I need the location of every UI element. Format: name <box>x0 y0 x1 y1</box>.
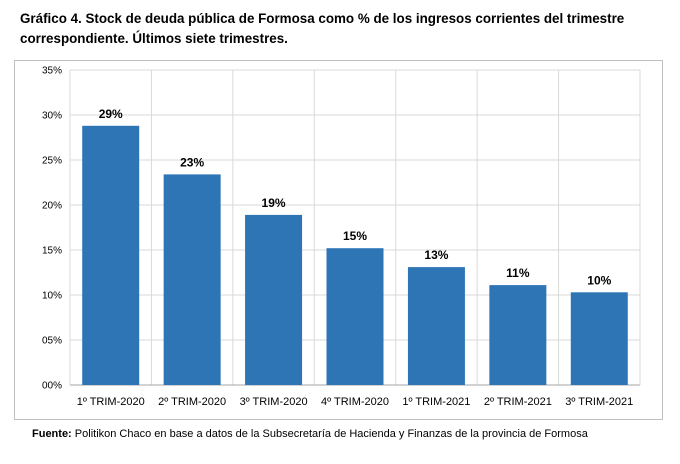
chart-title: Gráfico 4. Stock de deuda pública de For… <box>20 11 625 46</box>
bar-2 <box>245 214 303 385</box>
y-tick-label-3: 15% <box>42 246 62 257</box>
data-label-3: 15% <box>343 229 367 243</box>
source-note: Fuente: Politikon Chaco en base a datos … <box>32 428 588 440</box>
y-tick-label-0: 00% <box>42 381 62 392</box>
data-label-4: 13% <box>424 248 448 262</box>
x-tick-label-0: 1º TRIM-2020 <box>77 396 145 408</box>
bars <box>82 125 628 386</box>
x-axis-tick-labels: 1º TRIM-2020 2º TRIM-2020 3º TRIM-2020 4º T… <box>77 396 634 408</box>
source-label: Fuente: <box>32 428 72 440</box>
y-tick-label-1: 05% <box>42 336 62 347</box>
bar-3 <box>326 248 384 385</box>
data-label-1: 23% <box>180 155 204 169</box>
chart-frame <box>14 60 663 420</box>
y-tick-label-4: 20% <box>42 201 62 212</box>
bar-1 <box>163 174 221 385</box>
x-tick-label-5: 2º TRIM-2021 <box>484 396 552 408</box>
x-tick-label-2: 3º TRIM-2020 <box>240 396 308 408</box>
x-tick-label-3: 4º TRIM-2020 <box>321 396 389 408</box>
y-tick-label-2: 10% <box>42 291 62 302</box>
data-labels: 29% 23% 19% 15% 13% 11% 10% <box>99 107 612 287</box>
y-tick-label-6: 30% <box>42 111 62 122</box>
y-axis-tick-labels: 00% 05% 10% 15% 20% 25% 30% 35% <box>42 66 62 392</box>
x-tick-label-6: 3º TRIM-2021 <box>565 396 633 408</box>
x-tick-label-1: 2º TRIM-2020 <box>158 396 226 408</box>
data-label-0: 29% <box>99 107 123 121</box>
data-label-5: 11% <box>506 266 530 280</box>
data-label-2: 19% <box>262 196 286 210</box>
data-label-6: 10% <box>587 273 611 287</box>
y-tick-label-5: 25% <box>42 156 62 167</box>
x-tick-label-4: 1º TRIM-2021 <box>402 396 470 408</box>
source-text: Politikon Chaco en base a datos de la Su… <box>74 428 588 440</box>
bar-5 <box>489 285 547 385</box>
y-tick-label-7: 35% <box>42 66 62 77</box>
bar-4 <box>407 267 465 385</box>
bar-0 <box>82 125 140 386</box>
bar-6 <box>570 292 628 385</box>
